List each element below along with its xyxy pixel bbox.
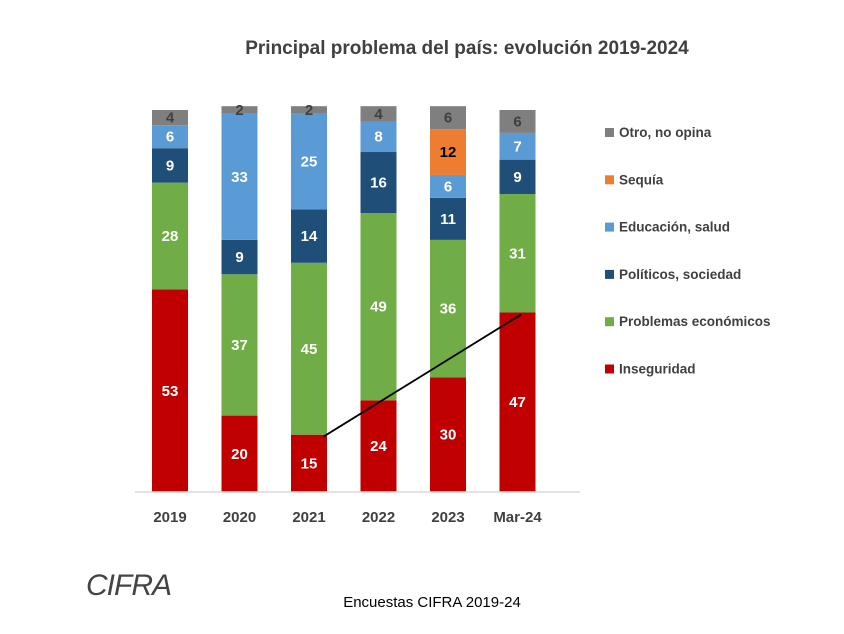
segment-value-label: 53 bbox=[162, 383, 179, 400]
category-label: 2020 bbox=[223, 509, 256, 526]
bar-segment-2020-otro-no-opina bbox=[221, 106, 258, 114]
bar-segment-2019-educaci-n-salud bbox=[152, 125, 188, 149]
bar-segment-2022-educaci-n-salud bbox=[360, 121, 397, 153]
legend-swatch bbox=[605, 175, 614, 185]
segment-value-label: 49 bbox=[370, 299, 387, 316]
legend-label: Otro, no opina bbox=[619, 125, 712, 140]
segment-value-label: 15 bbox=[301, 455, 318, 472]
segment-value-label: 37 bbox=[231, 337, 248, 354]
segment-value-label: 31 bbox=[509, 245, 526, 262]
bar-segment-Mar-24-educaci-n-salud bbox=[499, 132, 536, 160]
segment-value-label: 28 bbox=[162, 228, 179, 245]
bar-segment-2021-pol-ticos-sociedad bbox=[291, 209, 327, 263]
bar-segment-Mar-24-problemas-econ-micos bbox=[499, 194, 536, 313]
bar-segment-2023-sequ-a bbox=[430, 129, 466, 175]
bar-segment-2019-otro-no-opina bbox=[152, 110, 188, 126]
bar-segment-2019-pol-ticos-sociedad bbox=[152, 148, 188, 183]
bar-segment-2020-educaci-n-salud bbox=[221, 113, 258, 240]
category-label: 2023 bbox=[431, 509, 464, 526]
bar-segment-2023-educaci-n-salud bbox=[430, 174, 466, 198]
chart-title: Principal problema del país: evolución 2… bbox=[245, 38, 689, 59]
legend-swatch bbox=[605, 222, 614, 232]
segment-value-label: 25 bbox=[301, 154, 318, 171]
legend-swatch bbox=[605, 128, 614, 137]
segment-value-label: 14 bbox=[301, 228, 318, 245]
bar-segment-2021-educaci-n-salud bbox=[291, 113, 327, 210]
segment-value-label: 4 bbox=[374, 106, 383, 123]
bar-segment-2023-inseguridad bbox=[430, 377, 466, 492]
segment-value-label: 9 bbox=[166, 157, 174, 174]
bar-segment-2020-pol-ticos-sociedad bbox=[221, 239, 258, 275]
segment-value-label: 8 bbox=[374, 129, 382, 146]
bar-segment-2023-pol-ticos-sociedad bbox=[430, 197, 466, 240]
bar-segment-2022-inseguridad bbox=[360, 400, 397, 492]
bar-segment-2022-otro-no-opina bbox=[360, 106, 397, 122]
segment-value-label: 11 bbox=[440, 211, 456, 228]
segment-value-label: 30 bbox=[440, 427, 457, 444]
legend-label: Educación, salud bbox=[619, 220, 730, 235]
legend-swatch bbox=[605, 317, 614, 327]
legend-label: Sequía bbox=[619, 172, 664, 187]
bar-segment-Mar-24-pol-ticos-sociedad bbox=[499, 159, 536, 195]
bar-segment-2021-problemas-econ-micos bbox=[291, 262, 327, 435]
trend-line-group bbox=[322, 313, 522, 438]
segment-value-label: 6 bbox=[166, 129, 174, 146]
segment-value-label: 33 bbox=[231, 169, 248, 186]
bar-segment-2022-pol-ticos-sociedad bbox=[360, 152, 397, 214]
legend-swatch bbox=[605, 269, 614, 279]
segment-value-label: 6 bbox=[444, 178, 452, 195]
segment-value-label: 16 bbox=[370, 175, 387, 192]
bar-segment-2022-problemas-econ-micos bbox=[360, 213, 397, 401]
bars-group bbox=[152, 106, 536, 492]
source-note: Encuestas CIFRA 2019-24 bbox=[343, 594, 521, 611]
legend-swatch bbox=[605, 364, 614, 374]
segment-value-label: 6 bbox=[513, 113, 521, 130]
segment-value-label: 47 bbox=[509, 394, 526, 411]
segment-value-label: 45 bbox=[301, 341, 318, 358]
bar-segment-Mar-24-inseguridad bbox=[499, 312, 536, 492]
bar-segment-2021-otro-no-opina bbox=[291, 106, 327, 114]
segment-value-label: 9 bbox=[235, 249, 243, 266]
segment-value-label: 12 bbox=[440, 144, 457, 161]
segment-value-label: 4 bbox=[166, 110, 175, 127]
bar-segment-2020-inseguridad bbox=[221, 415, 258, 492]
segment-labels-group: 53 28 9 6 4 20 37 9 33 2 15 45 14 25 2 24 49 16 8 4 30 36 11 6 1… bbox=[162, 102, 526, 472]
logo-text: CIFRA bbox=[86, 569, 171, 601]
bar-segment-2019-problemas-econ-micos bbox=[152, 182, 188, 290]
category-label: Mar-24 bbox=[493, 509, 542, 526]
bar-segment-Mar-24-otro-no-opina bbox=[499, 110, 536, 133]
bar-segment-2023-problemas-econ-micos bbox=[430, 239, 466, 378]
trend-line bbox=[322, 313, 522, 438]
bar-segment-2020-problemas-econ-micos bbox=[221, 274, 258, 416]
segment-value-label: 2 bbox=[305, 102, 313, 119]
category-label: 2019 bbox=[153, 509, 186, 526]
category-labels-group: 2019 2020 2021 2022 2023 Mar-24 bbox=[153, 509, 542, 526]
segment-value-label: 20 bbox=[231, 446, 248, 463]
segment-value-label: 6 bbox=[444, 110, 452, 127]
segment-value-label: 24 bbox=[370, 438, 387, 455]
category-label: 2021 bbox=[292, 509, 325, 526]
legend-label: Políticos, sociedad bbox=[619, 267, 741, 282]
segment-value-label: 36 bbox=[440, 301, 457, 318]
bar-segment-2021-inseguridad bbox=[291, 434, 327, 492]
cifra-logo: CIFRA bbox=[86, 569, 172, 601]
legend-label: Inseguridad bbox=[619, 362, 696, 377]
category-label: 2022 bbox=[362, 509, 395, 526]
segment-value-label: 9 bbox=[513, 169, 521, 186]
legend: Otro, no opina Sequía Educación, salud Polí… bbox=[605, 125, 771, 377]
bar-segment-2023-otro-no-opina bbox=[430, 106, 466, 130]
bar-segment-2019-inseguridad bbox=[152, 289, 188, 492]
segment-value-label: 7 bbox=[513, 138, 521, 155]
legend-label: Problemas económicos bbox=[619, 314, 771, 329]
segment-value-label: 2 bbox=[235, 102, 243, 119]
